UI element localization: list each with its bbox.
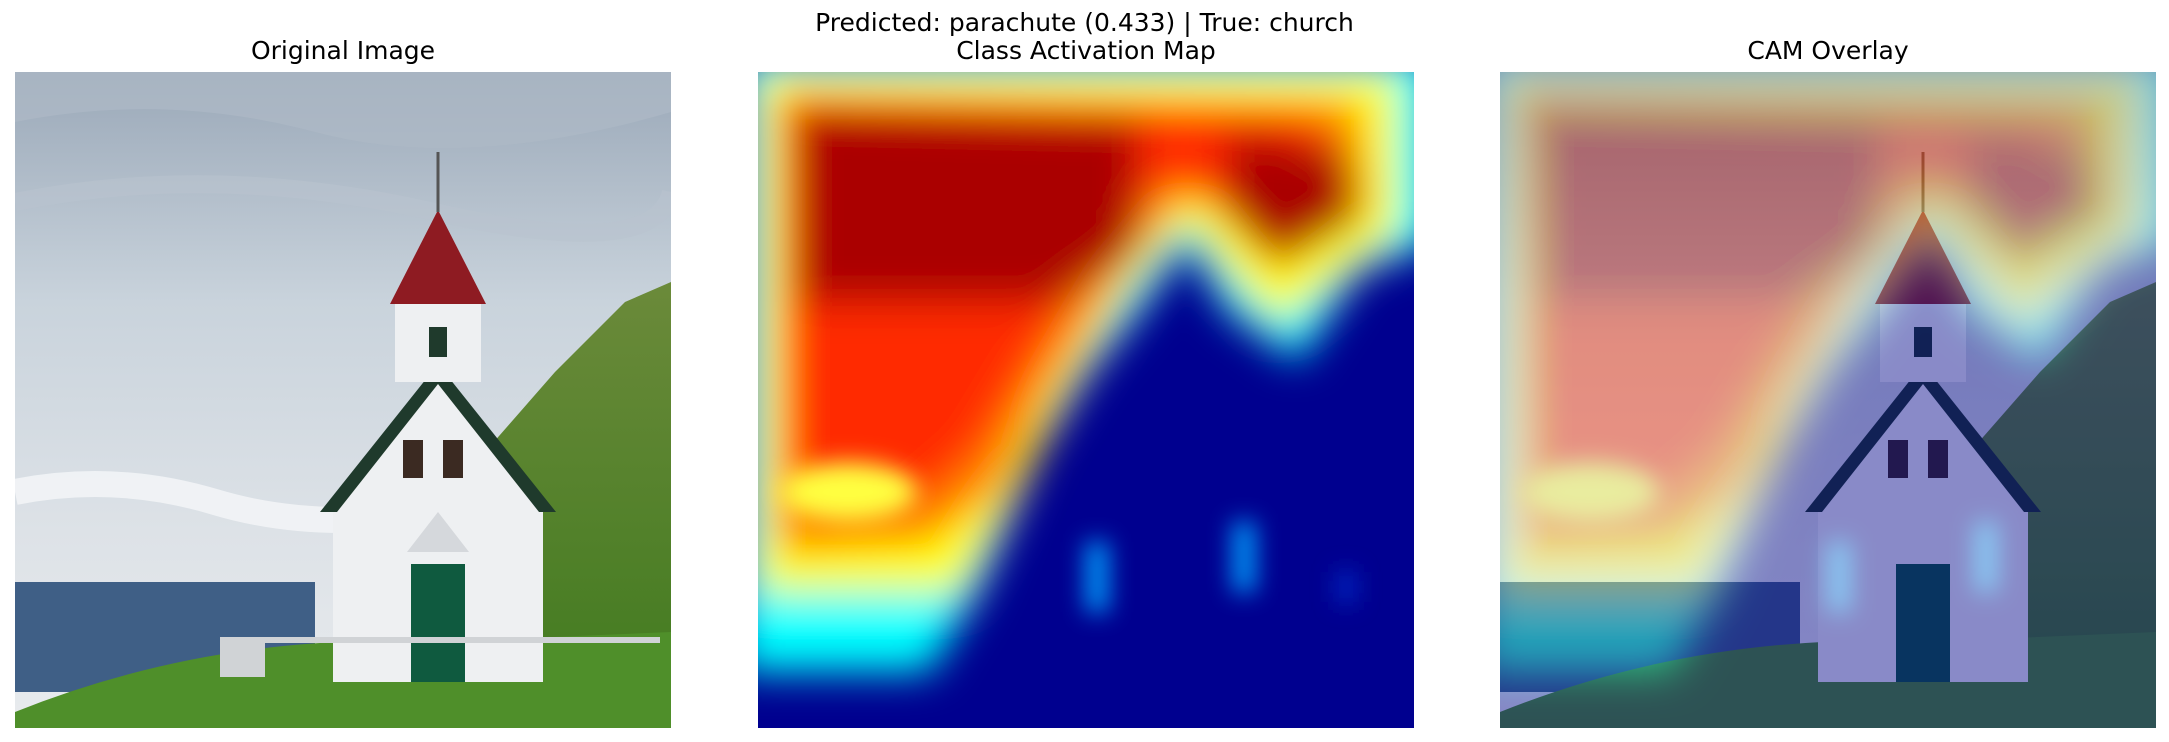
panel-title-original: Original Image [250,36,436,65]
panel-title-overlay: CAM Overlay [1747,36,1909,65]
church-door [411,564,465,682]
figure-title: Predicted: parachute (0.433) | True: chu… [815,8,1354,37]
original-image [15,72,671,728]
cam-overlay [1500,72,2156,728]
panel-title-cam: Class Activation Map [956,36,1216,65]
spire-roof [390,210,486,304]
cam-heatmap [758,72,1414,728]
